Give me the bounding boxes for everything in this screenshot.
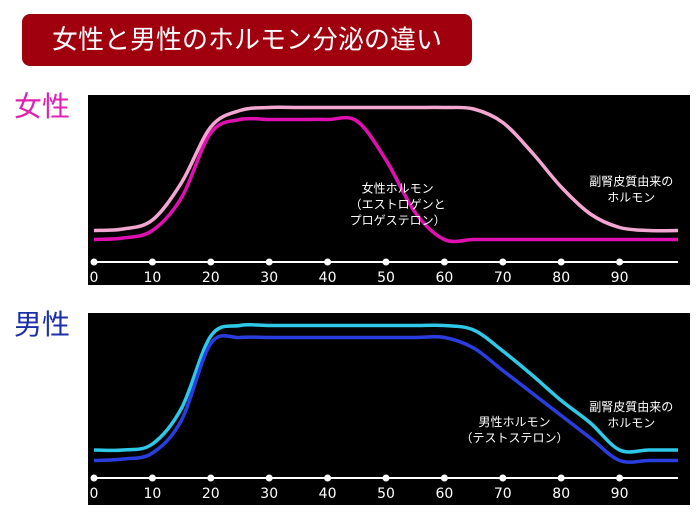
- line: [93, 322, 678, 454]
- tick-dot: [265, 474, 273, 482]
- x-tick-label: 10: [143, 270, 161, 286]
- line: [93, 105, 679, 233]
- tick-dot: [440, 474, 448, 482]
- tick-dot: [148, 258, 156, 266]
- x-tick-label: 20: [202, 270, 220, 286]
- panel: [88, 95, 690, 285]
- x-tick-label: 60: [435, 270, 453, 286]
- x-tick-label: 70: [494, 270, 512, 286]
- tick-dot: [499, 474, 507, 482]
- panel: [88, 313, 690, 505]
- annotation: 副腎皮質由来の: [589, 174, 673, 189]
- x-tick-label: 50: [377, 270, 395, 286]
- x-tick-label: 20: [202, 486, 220, 502]
- x-tick-label: 70: [494, 486, 512, 502]
- annotation: 副腎皮質由来の: [589, 399, 673, 414]
- tick-dot: [616, 474, 624, 482]
- x-tick-label: 30: [260, 486, 278, 502]
- annotation: （テストステロン）: [460, 431, 568, 445]
- tick-dot: [382, 474, 390, 482]
- x-tick-label: 90: [611, 486, 629, 502]
- tick-dot: [90, 474, 98, 482]
- panel-title: 女性: [14, 90, 70, 123]
- tick-dot: [557, 474, 565, 482]
- x-tick-label: 50: [377, 486, 395, 502]
- x-tick-label: 40: [319, 270, 337, 286]
- tick-dot: [265, 258, 273, 266]
- annotation: （エストロゲンと: [350, 198, 446, 212]
- tick-dot: [440, 258, 448, 266]
- line: [93, 333, 678, 464]
- tick-dot: [557, 258, 565, 266]
- tick-dot: [207, 474, 215, 482]
- annotation: 女性ホルモン: [362, 181, 434, 196]
- tick-dot: [148, 474, 156, 482]
- annotation: ホルモン: [607, 191, 655, 205]
- tick-dot: [324, 258, 332, 266]
- x-tick-label: 80: [552, 270, 570, 286]
- x-tick-label: 0: [90, 270, 99, 286]
- panel-title: 男性: [14, 308, 70, 341]
- title-box: [22, 14, 472, 66]
- tick-dot: [207, 258, 215, 266]
- line: [93, 115, 678, 244]
- x-tick-label: 60: [435, 486, 453, 502]
- tick-dot: [499, 258, 507, 266]
- tick-dot: [382, 258, 390, 266]
- x-tick-label: 30: [260, 270, 278, 286]
- annotation: 男性ホルモン: [478, 415, 550, 429]
- annotation: プロゲステロン）: [350, 214, 446, 228]
- annotation: ホルモン: [607, 416, 655, 430]
- tick-dot: [324, 474, 332, 482]
- tick-dot: [616, 258, 624, 266]
- x-tick-label: 10: [143, 486, 161, 502]
- tick-dot: [90, 258, 98, 266]
- x-tick-label: 40: [319, 486, 337, 502]
- x-tick-label: 90: [611, 270, 629, 286]
- page-title: 女性と男性のホルモン分泌の違い: [52, 26, 442, 56]
- x-tick-label: 80: [552, 486, 570, 502]
- x-tick-label: 0: [90, 486, 99, 502]
